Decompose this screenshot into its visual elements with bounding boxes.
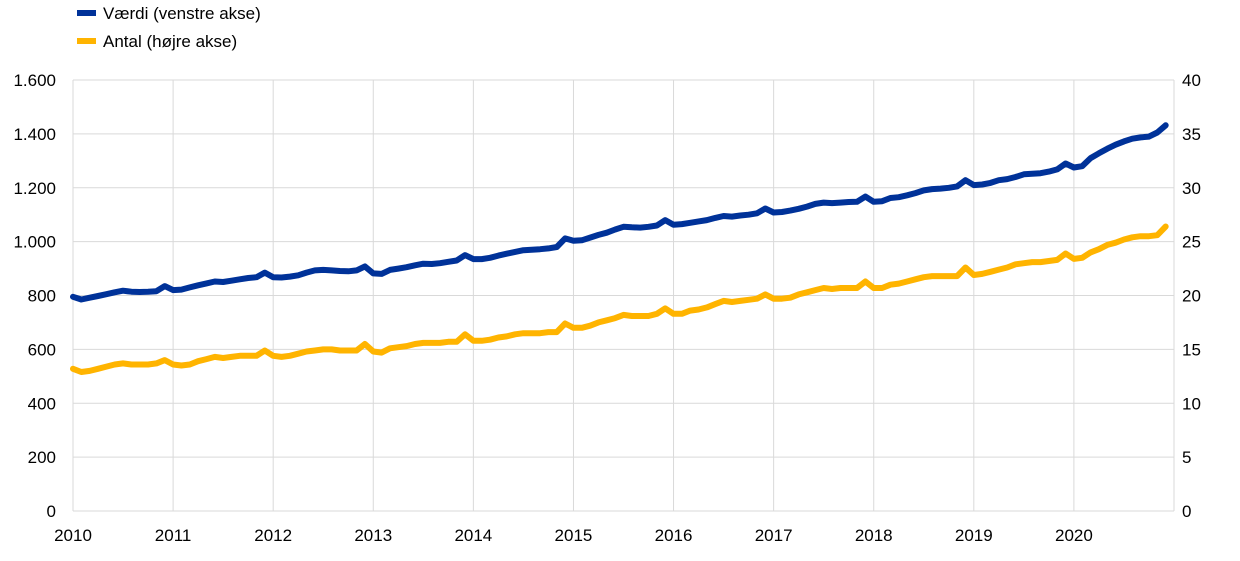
x-tick-label: 2013 bbox=[354, 526, 392, 545]
legend: Værdi (venstre akse) Antal (højre akse) bbox=[77, 4, 261, 51]
y-tick-label-left: 0 bbox=[47, 502, 56, 521]
y-tick-label-left: 800 bbox=[28, 287, 56, 306]
x-tick-label: 2014 bbox=[454, 526, 492, 545]
y-tick-label-right: 5 bbox=[1182, 448, 1191, 467]
y-tick-label-right: 10 bbox=[1182, 394, 1201, 413]
series-line-count bbox=[70, 223, 1169, 375]
x-tick-label: 2015 bbox=[555, 526, 593, 545]
y-tick-label-left: 1.000 bbox=[13, 233, 56, 252]
axes: 0 0 200 5 400 10 600 15 800 20 1.000 25 1.200 30 1.400… bbox=[13, 71, 1200, 545]
x-tick-label: 2012 bbox=[254, 526, 292, 545]
y-tick-label-right: 0 bbox=[1182, 502, 1191, 521]
legend-label-value: Værdi (venstre akse) bbox=[103, 4, 261, 23]
x-tick-label: 2019 bbox=[955, 526, 993, 545]
y-tick-label-right: 15 bbox=[1182, 340, 1201, 359]
y-tick-label-left: 1.400 bbox=[13, 125, 56, 144]
x-tick-label: 2011 bbox=[155, 526, 192, 545]
y-tick-label-right: 30 bbox=[1182, 179, 1201, 198]
legend-label-count: Antal (højre akse) bbox=[103, 32, 237, 51]
x-tick-label: 2020 bbox=[1055, 526, 1093, 545]
y-tick-label-left: 400 bbox=[28, 394, 56, 413]
x-tick-label: 2017 bbox=[755, 526, 793, 545]
series-lines bbox=[70, 122, 1169, 375]
y-tick-label-left: 600 bbox=[28, 340, 56, 359]
legend-item-value: Værdi (venstre akse) bbox=[77, 4, 261, 23]
legend-item-count: Antal (højre akse) bbox=[77, 32, 237, 51]
series-line-value bbox=[70, 122, 1169, 303]
y-tick-label-left: 1.600 bbox=[13, 71, 56, 90]
x-tick-label: 2018 bbox=[855, 526, 893, 545]
x-tick-label: 2010 bbox=[54, 526, 92, 545]
y-tick-label-left: 200 bbox=[28, 448, 56, 467]
y-tick-label-right: 40 bbox=[1182, 71, 1201, 90]
y-tick-label-left: 1.200 bbox=[13, 179, 56, 198]
y-tick-label-right: 20 bbox=[1182, 287, 1201, 306]
y-tick-label-right: 25 bbox=[1182, 233, 1201, 252]
x-tick-label: 2016 bbox=[655, 526, 693, 545]
gridlines bbox=[72, 79, 1175, 512]
y-tick-label-right: 35 bbox=[1182, 125, 1201, 144]
